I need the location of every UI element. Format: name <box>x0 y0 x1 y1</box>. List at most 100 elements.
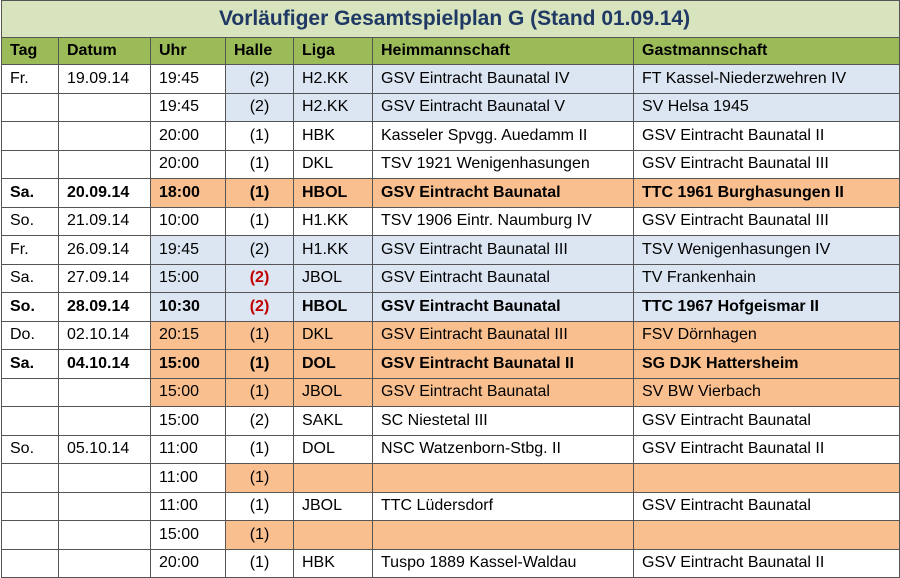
table-cell: Sa. <box>1 263 59 293</box>
table-row: 15:00 (1) JBOL GSV Eintracht Baunatal SV BW… <box>1 377 900 407</box>
table-cell: GSV Eintracht Baunatal III <box>372 235 634 265</box>
table-cell: HBK <box>293 548 373 578</box>
table-cell <box>1 520 59 550</box>
table-cell: SG DJK Hattersheim <box>632 349 900 379</box>
table-cell <box>1 121 59 151</box>
table-cell: H1.KK <box>293 206 373 236</box>
table-cell <box>372 463 634 493</box>
table-cell: Do. <box>1 320 59 350</box>
table-cell <box>1 548 59 578</box>
table-cell: 28.09.14 <box>58 292 151 322</box>
table-cell: JBOL <box>293 263 373 293</box>
table-cell: 10:00 <box>150 206 226 236</box>
table-cell <box>58 491 151 521</box>
table-cell: 19:45 <box>150 64 226 94</box>
table-cell <box>632 520 900 550</box>
table-cell: DOL <box>293 349 373 379</box>
table-cell: So. <box>1 434 59 464</box>
table-cell: Kasseler Spvgg. Auedamm II <box>372 121 634 151</box>
table-cell: TSV Wenigenhasungen IV <box>632 235 900 265</box>
table-cell: GSV Eintracht Baunatal <box>372 377 634 407</box>
header-cell: Halle <box>225 37 294 65</box>
table-cell: 20:00 <box>150 149 226 179</box>
table-cell: 19:45 <box>150 235 226 265</box>
table-cell: So. <box>1 292 59 322</box>
table-cell: 10:30 <box>150 292 226 322</box>
table-cell <box>1 463 59 493</box>
table-cell: SV BW Vierbach <box>632 377 900 407</box>
table-cell: GSV Eintracht Baunatal III <box>632 149 900 179</box>
table-cell: JBOL <box>293 491 373 521</box>
table-cell: 11:00 <box>150 491 226 521</box>
table-cell: (2) <box>225 292 294 322</box>
table-cell: GSV Eintracht Baunatal <box>372 263 634 293</box>
table-cell: 15:00 <box>150 377 226 407</box>
table-cell: GSV Eintracht Baunatal II <box>632 434 900 464</box>
table-cell <box>58 121 151 151</box>
table-cell: NSC Watzenborn-Stbg. II <box>372 434 634 464</box>
header-cell: Tag <box>1 37 59 65</box>
table-row: Sa. 27.09.14 15:00 (2) JBOL GSV Eintracht Bau… <box>1 263 900 293</box>
table-cell: GSV Eintracht Baunatal III <box>372 320 634 350</box>
table-cell <box>58 520 151 550</box>
table-row: 20:00 (1) DKL TSV 1921 Wenigenhasungen GSV E… <box>1 149 900 179</box>
table-row: Sa. 20.09.14 18:00 (1) HBOL GSV Eintracht Bau… <box>1 178 900 208</box>
table-cell: 27.09.14 <box>58 263 151 293</box>
table-cell: 15:00 <box>150 520 226 550</box>
table-cell: 04.10.14 <box>58 349 151 379</box>
header-cell: Gastmannschaft <box>632 37 900 65</box>
table-cell: (1) <box>225 463 294 493</box>
table-cell: HBOL <box>293 178 373 208</box>
table-cell: (2) <box>225 92 294 122</box>
table-cell: (1) <box>225 377 294 407</box>
table-cell: TV Frankenhain <box>632 263 900 293</box>
table-cell <box>632 463 900 493</box>
table-cell: SAKL <box>293 406 373 436</box>
table-cell: H2.KK <box>293 92 373 122</box>
table-cell: 15:00 <box>150 349 226 379</box>
table-cell: GSV Eintracht Baunatal II <box>632 548 900 578</box>
table-cell: (1) <box>225 178 294 208</box>
table-cell: (1) <box>225 349 294 379</box>
table-cell: (1) <box>225 548 294 578</box>
table-cell: (1) <box>225 434 294 464</box>
table-cell <box>293 520 373 550</box>
table-row: Fr. 26.09.14 19:45 (2) H1.KK GSV Eintracht Ba… <box>1 235 900 265</box>
table-row: 19:45 (2) H2.KK GSV Eintracht Baunatal V SV … <box>1 92 900 122</box>
table-cell: (1) <box>225 121 294 151</box>
table-cell: GSV Eintracht Baunatal III <box>632 206 900 236</box>
table-cell: 20.09.14 <box>58 178 151 208</box>
table-cell: Sa. <box>1 178 59 208</box>
table-cell: So. <box>1 206 59 236</box>
table-cell <box>58 463 151 493</box>
table-row: Sa. 04.10.14 15:00 (1) DOL GSV Eintracht Baun… <box>1 349 900 379</box>
table-cell <box>58 92 151 122</box>
table-cell: (1) <box>225 320 294 350</box>
table-row: 15:00 (2) SAKL SC Niestetal III GSV Eintrach… <box>1 406 900 436</box>
table-cell: Sa. <box>1 349 59 379</box>
table-cell <box>58 377 151 407</box>
table-row: Do. 02.10.14 20:15 (1) DKL GSV Eintracht Baun… <box>1 320 900 350</box>
table-cell: 21.09.14 <box>58 206 151 236</box>
table-cell: TTC 1967 Hofgeismar II <box>632 292 900 322</box>
table-cell: 11:00 <box>150 463 226 493</box>
table-cell: TSV 1921 Wenigenhasungen <box>372 149 634 179</box>
table-cell: (1) <box>225 520 294 550</box>
table-cell: 05.10.14 <box>58 434 151 464</box>
table-cell <box>372 520 634 550</box>
table-row: 20:00 (1) HBK Kasseler Spvgg. Auedamm II GSV… <box>1 121 900 151</box>
table-row: So. 05.10.14 11:00 (1) DOL NSC Watzenborn-Stb… <box>1 434 900 464</box>
title: Vorläufiger Gesamtspielplan G (Stand 01.… <box>0 0 900 38</box>
table-body: Fr. 19.09.14 19:45 (2) H2.KK GSV Eintracht Ba… <box>1 64 900 578</box>
table-cell <box>1 491 59 521</box>
table-cell: 15:00 <box>150 406 226 436</box>
table-cell: 18:00 <box>150 178 226 208</box>
table-cell: H1.KK <box>293 235 373 265</box>
table-cell: 26.09.14 <box>58 235 151 265</box>
table-row: So. 28.09.14 10:30 (2) HBOL GSV Eintracht Bau… <box>1 292 900 322</box>
table-cell: Fr. <box>1 64 59 94</box>
table-cell: (1) <box>225 149 294 179</box>
table-cell: (2) <box>225 406 294 436</box>
header-cell: Datum <box>58 37 151 65</box>
